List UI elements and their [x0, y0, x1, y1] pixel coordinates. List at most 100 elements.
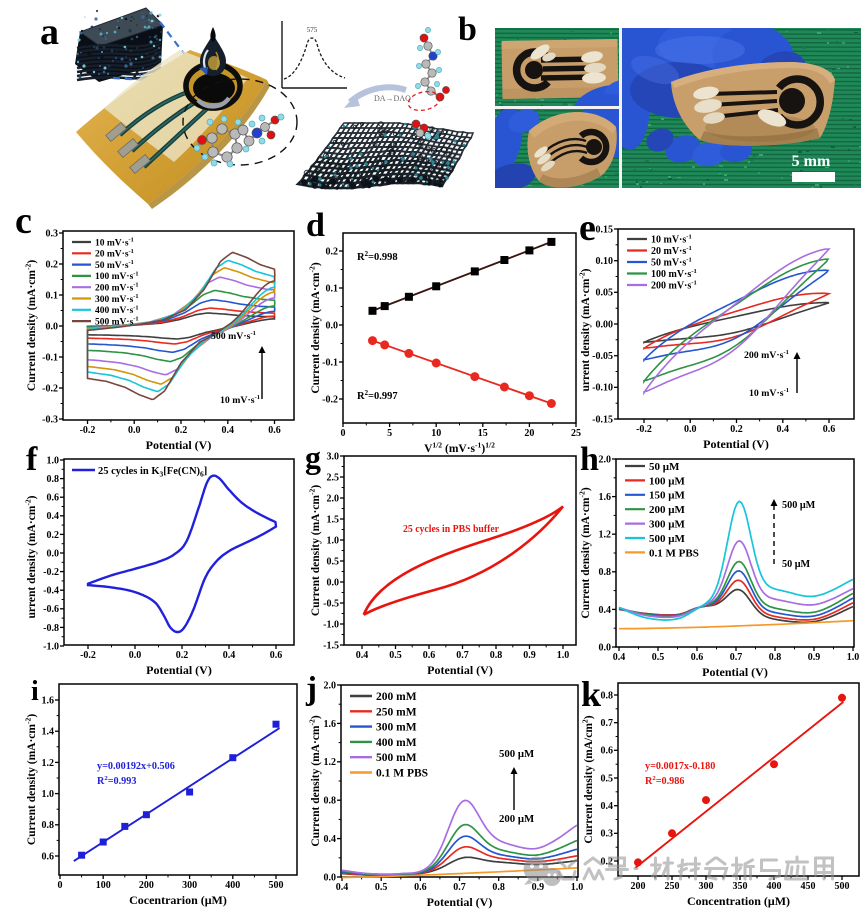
svg-text:0.0: 0.0	[128, 425, 141, 436]
svg-text:0.4: 0.4	[599, 605, 612, 616]
svg-text:50 mV·s-1​: 50 mV·s-1​	[651, 257, 692, 269]
svg-text:500 mV·s-1​: 500 mV·s-1​	[95, 316, 139, 328]
svg-text:0.4: 0.4	[356, 650, 369, 661]
svg-text:0.5: 0.5	[601, 773, 614, 784]
svg-text:j: j	[305, 671, 317, 707]
svg-text:0.8: 0.8	[601, 690, 614, 701]
svg-text:200 mV·s-1​: 200 mV·s-1​	[95, 282, 139, 294]
svg-text:0.6: 0.6	[423, 650, 436, 661]
svg-text:0.9: 0.9	[532, 882, 545, 893]
svg-text:25 cycles in K3[Fe(CN)6]: 25 cycles in K3[Fe(CN)6]	[98, 466, 207, 479]
svg-text:Current density (mA/cm2​): Current density (mA/cm2​)	[580, 715, 595, 843]
svg-text:0.7: 0.7	[456, 650, 469, 661]
svg-text:a: a	[40, 11, 59, 53]
svg-text:k: k	[581, 674, 601, 714]
svg-text:100: 100	[96, 880, 111, 891]
svg-text:-0.3: -0.3	[42, 414, 58, 425]
svg-text:0.2: 0.2	[176, 650, 189, 661]
svg-text:0.1 M PBS: 0.1 M PBS	[376, 768, 428, 780]
svg-text:0.2: 0.2	[175, 425, 188, 436]
svg-text:350: 350	[733, 881, 748, 892]
svg-text:0.0: 0.0	[326, 320, 339, 331]
svg-text:0.8: 0.8	[47, 474, 60, 485]
svg-text:0.6: 0.6	[270, 650, 283, 661]
svg-text:-0.05: -0.05	[592, 351, 613, 362]
svg-text:0.8: 0.8	[769, 652, 782, 663]
svg-text:-0.4: -0.4	[43, 586, 59, 597]
svg-text:Current density (mA·cm-2​): Current density (mA·cm-2​)	[307, 485, 322, 617]
svg-text:0.4: 0.4	[223, 650, 236, 661]
svg-text:300 mV·s-1​: 300 mV·s-1​	[95, 293, 139, 305]
svg-text:200 mV·s-1​: 200 mV·s-1​	[651, 280, 697, 292]
svg-text:0.05: 0.05	[596, 288, 614, 299]
svg-text:1.0: 1.0	[42, 789, 55, 800]
svg-text:0.2: 0.2	[601, 856, 614, 867]
svg-text:0.10: 0.10	[596, 256, 614, 267]
svg-text:0.1: 0.1	[326, 283, 339, 294]
svg-text:0.2: 0.2	[46, 259, 59, 270]
svg-text:0.5: 0.5	[327, 556, 340, 567]
svg-text:10 mV·s-1​: 10 mV·s-1​	[95, 237, 134, 249]
svg-text:5: 5	[387, 428, 392, 439]
svg-text:-0.1: -0.1	[322, 357, 338, 368]
svg-text:250: 250	[665, 881, 680, 892]
svg-text:Potential (V): Potential (V)	[702, 665, 768, 679]
svg-text:0.4: 0.4	[47, 511, 60, 522]
svg-text:500 mV·s-1​: 500 mV·s-1​	[211, 330, 256, 342]
svg-text:5 mm: 5 mm	[792, 153, 831, 170]
svg-text:-0.10: -0.10	[592, 383, 613, 394]
svg-text:DA→DAQ: DA→DAQ	[374, 94, 411, 103]
svg-text:-0.1: -0.1	[42, 352, 58, 363]
svg-text:100 mV·s-1​: 100 mV·s-1​	[95, 270, 139, 282]
svg-text:0.2: 0.2	[47, 530, 60, 541]
svg-text:R2​=0.997: R2​=0.997	[357, 390, 398, 402]
svg-text:0.8: 0.8	[42, 820, 55, 831]
svg-text:V1/2​ (mV·s-1​)1/2​: V1/2​ (mV·s-1​)1/2​	[424, 440, 495, 455]
svg-text:50 mV·s-1​: 50 mV·s-1​	[95, 259, 134, 271]
svg-text:Current density (mA·cm-2​): Current density (mA·cm-2​)	[307, 262, 322, 394]
svg-text:Current density (mA·cm-2​): Current density (mA·cm-2​)	[23, 260, 38, 392]
svg-text:Potential (V): Potential (V)	[703, 437, 769, 451]
svg-text:25: 25	[571, 428, 581, 439]
svg-text:e: e	[579, 207, 596, 249]
svg-text:1.2: 1.2	[324, 757, 337, 768]
svg-text:3.0: 3.0	[327, 451, 340, 462]
svg-text:-1.0: -1.0	[323, 619, 339, 630]
svg-text:0.5: 0.5	[375, 882, 388, 893]
svg-text:0.3: 0.3	[601, 829, 614, 840]
svg-text:Concentration (μM): Concentration (μM)	[687, 894, 790, 908]
svg-text:1.6: 1.6	[599, 492, 612, 503]
svg-text:1.6: 1.6	[324, 719, 337, 730]
svg-text:2.0: 2.0	[327, 493, 340, 504]
svg-text:1.2: 1.2	[42, 758, 55, 769]
svg-text:250 mM: 250 mM	[376, 706, 417, 718]
svg-text:450: 450	[801, 881, 816, 892]
svg-text:0.7: 0.7	[601, 718, 614, 729]
svg-text:0.2: 0.2	[326, 246, 339, 257]
svg-text:-0.2: -0.2	[42, 383, 58, 394]
svg-text:10 mV·s-1​: 10 mV·s-1​	[749, 387, 789, 399]
svg-text:150 μM: 150 μM	[649, 490, 685, 502]
svg-text:50 μM: 50 μM	[649, 461, 680, 473]
svg-text:-1.5: -1.5	[323, 640, 339, 651]
svg-text:0.5: 0.5	[652, 652, 665, 663]
svg-text:1.0: 1.0	[847, 652, 860, 663]
svg-text:0.7: 0.7	[453, 882, 466, 893]
svg-text:-0.15: -0.15	[592, 414, 613, 425]
svg-text:2.5: 2.5	[327, 472, 340, 483]
svg-text:200 mM: 200 mM	[376, 691, 417, 703]
svg-text:500: 500	[269, 880, 284, 891]
svg-text:0.0: 0.0	[684, 424, 697, 435]
svg-text:-0.2: -0.2	[636, 424, 652, 435]
svg-text:0: 0	[341, 428, 346, 439]
svg-text:0.8: 0.8	[599, 567, 612, 578]
svg-text:2.0: 2.0	[599, 454, 612, 465]
svg-text:y=0.0017x-0.180: y=0.0017x-0.180	[645, 761, 715, 772]
svg-text:0.6: 0.6	[823, 424, 836, 435]
svg-text:c: c	[15, 200, 32, 242]
svg-text:Potential (V): Potential (V)	[146, 663, 212, 677]
svg-text:0.3: 0.3	[46, 228, 59, 239]
svg-text:400: 400	[767, 881, 782, 892]
svg-text:20 mV·s-1​: 20 mV·s-1​	[651, 245, 692, 257]
svg-text:25 cycles in PBS buffer: 25 cycles in PBS buffer	[403, 524, 499, 535]
